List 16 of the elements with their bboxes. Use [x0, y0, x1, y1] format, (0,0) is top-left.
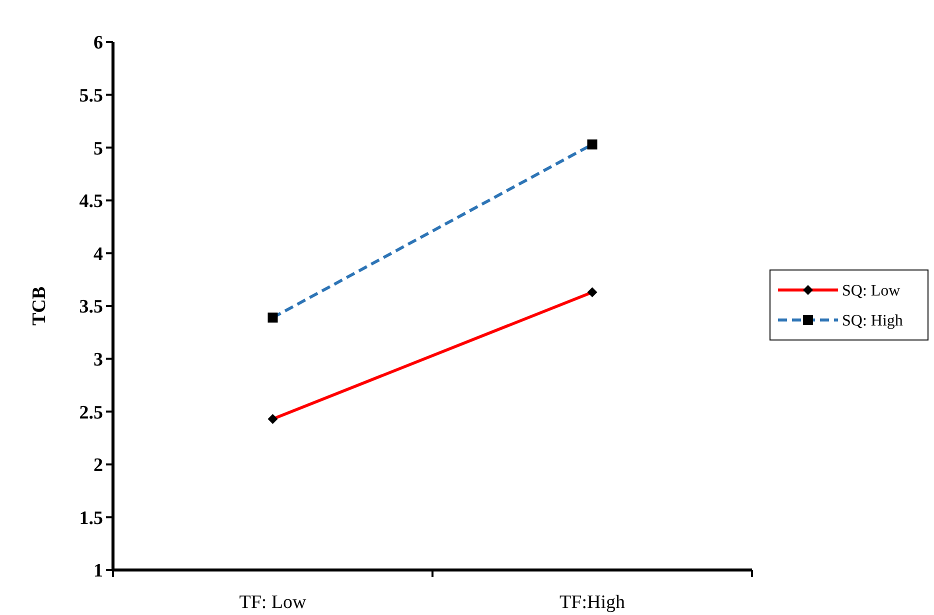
y-tick-label: 3.5	[79, 296, 103, 318]
y-tick-label: 3	[94, 349, 103, 370]
legend-label: SQ: High	[842, 312, 903, 330]
y-tick-label: 1.5	[79, 508, 103, 529]
y-tick-label: 1	[94, 560, 103, 582]
x-tick-label: TF: Low	[239, 592, 307, 613]
y-tick-label: 5	[94, 138, 103, 160]
y-tick-label: 6	[94, 32, 103, 54]
y-tick-label: 5.5	[79, 85, 103, 106]
y-tick-label: 4.5	[79, 191, 103, 212]
y-tick-label: 4	[94, 244, 104, 265]
x-tick-label: TF:High	[560, 592, 626, 613]
y-tick-label: 2.5	[79, 402, 103, 424]
y-axis-title: TCB	[29, 286, 50, 326]
y-tick-label: 2	[94, 455, 103, 476]
legend-label: SQ: Low	[842, 282, 901, 300]
